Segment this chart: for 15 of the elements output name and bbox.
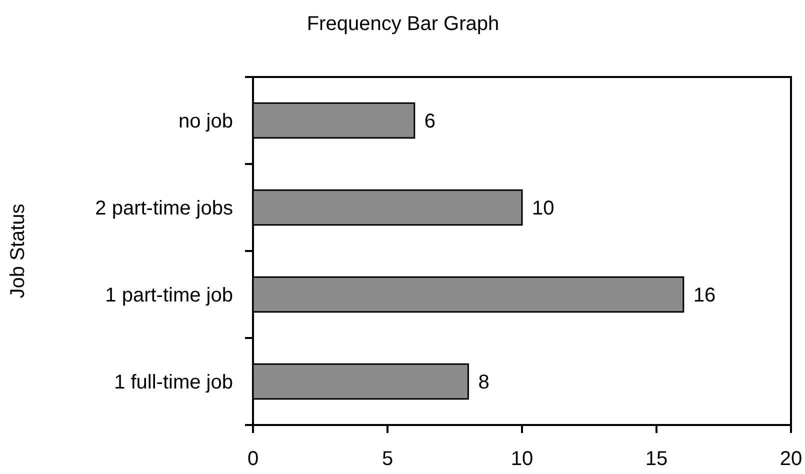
y-axis-title: Job Status <box>7 204 29 298</box>
y-tick-label: 1 full-time job <box>114 372 233 394</box>
data-label: 8 <box>478 372 490 394</box>
data-label: 6 <box>424 110 436 132</box>
x-tick-label: 20 <box>780 448 802 470</box>
chart-title: Frequency Bar Graph <box>306 13 500 35</box>
y-tick-label: 2 part-time jobs <box>95 198 233 220</box>
x-tick-label: 0 <box>247 448 259 470</box>
data-label: 10 <box>532 198 554 220</box>
x-tick-label: 5 <box>382 448 394 470</box>
data-label: 16 <box>693 284 716 306</box>
y-tick-label: no job <box>178 110 233 132</box>
x-tick-label: 10 <box>510 448 534 470</box>
y-tick-label: 1 part-time job <box>105 284 233 306</box>
x-tick-label: 15 <box>645 448 668 470</box>
